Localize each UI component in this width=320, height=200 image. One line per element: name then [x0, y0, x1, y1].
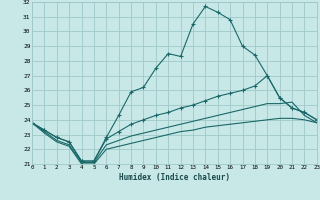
X-axis label: Humidex (Indice chaleur): Humidex (Indice chaleur)	[119, 173, 230, 182]
